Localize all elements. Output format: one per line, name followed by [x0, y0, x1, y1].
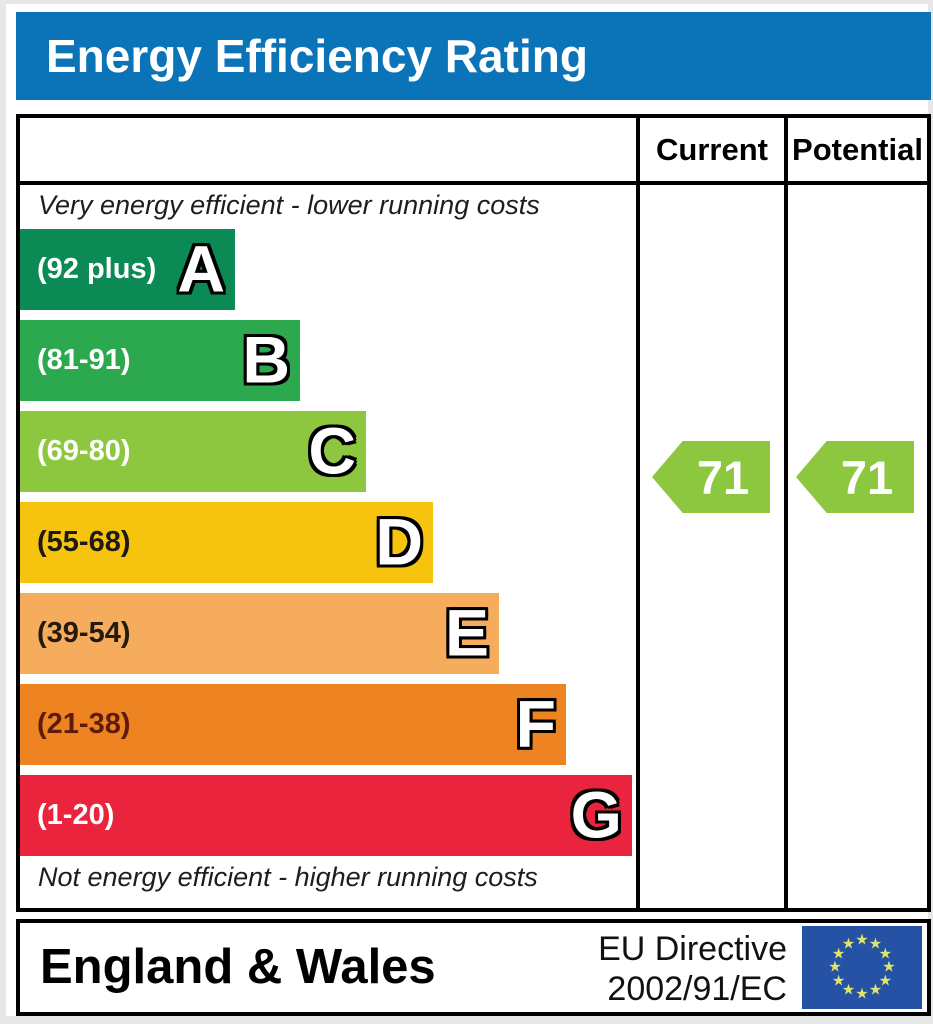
eu-flag-star-icon: ★ [831, 945, 846, 962]
current-column-header: Current [656, 132, 768, 167]
eu-directive-line2: 2002/91/EC [607, 970, 787, 1008]
eu-directive-label: EU Directive 2002/91/EC [598, 929, 787, 1009]
eu-flag-star-icon: ★ [882, 958, 896, 976]
eu-flag-star-icon: ★ [878, 945, 893, 962]
eu-directive-line1: EU Directive [598, 930, 787, 968]
potential-column-header: Potential [792, 132, 923, 167]
eu-flag-star-icon: ★ [841, 981, 856, 999]
eu-flag-star-icon: ★ [828, 958, 842, 976]
eu-flag-icon: ★ ★ ★ ★ ★ ★ ★ ★ ★ ★ ★ ★ [802, 926, 922, 1009]
band-range-label: (81-91) [37, 344, 131, 376]
band-row-a: (92 plus) A [20, 229, 235, 310]
column-divider-left [636, 118, 640, 908]
band-row-c: (69-80) C [20, 411, 366, 492]
band-letter: D [375, 504, 423, 579]
efficiency-note-bottom: Not energy efficient - higher running co… [38, 862, 538, 892]
potential-rating-value: 71 [840, 450, 894, 504]
band-row-f: (21-38) F [20, 684, 566, 765]
band-letter: G [570, 777, 622, 852]
footer-box: England & Wales EU Directive 2002/91/EC … [16, 919, 931, 1016]
current-rating-value: 71 [696, 450, 750, 504]
band-letter: C [308, 413, 356, 488]
page-title: Energy Efficiency Rating [46, 30, 588, 82]
certificate-sheet: Energy Efficiency Rating Current Potenti… [6, 4, 931, 1016]
efficiency-note-top: Very energy efficient - lower running co… [38, 190, 540, 220]
eu-flag-star-icon: ★ [868, 981, 883, 999]
band-letter: B [242, 322, 290, 397]
eu-flag-star-icon: ★ [868, 935, 883, 953]
current-rating-arrow: 71 [652, 441, 770, 513]
band-row-d: (55-68) D [20, 502, 433, 583]
band-row-e: (39-54) E [20, 593, 499, 674]
title-bar: Energy Efficiency Rating [16, 12, 931, 100]
band-letter: F [515, 686, 556, 761]
potential-rating-arrow: 71 [796, 441, 914, 513]
region-label: England & Wales [40, 940, 436, 994]
band-range-label: (69-80) [37, 435, 131, 467]
eu-flag-star-icon: ★ [878, 972, 893, 989]
eu-flag-star-icon: ★ [855, 931, 869, 949]
table-header-row: Current Potential [20, 118, 927, 185]
band-row-g: (1-20) G [20, 775, 632, 856]
band-range-label: (39-54) [37, 617, 131, 649]
band-range-label: (55-68) [37, 526, 131, 558]
band-range-label: (92 plus) [37, 253, 157, 285]
rating-table: Current Potential Very energy efficient … [16, 114, 931, 912]
band-letter: E [444, 595, 489, 670]
band-range-label: (21-38) [37, 708, 131, 740]
band-letter: A [177, 231, 225, 306]
column-divider-right [784, 118, 788, 908]
eu-flag-star-icon: ★ [831, 972, 846, 989]
band-row-b: (81-91) B [20, 320, 300, 401]
band-range-label: (1-20) [37, 799, 115, 831]
eu-flag-star-icon: ★ [855, 985, 869, 1003]
eu-flag-star-icon: ★ [841, 935, 856, 953]
